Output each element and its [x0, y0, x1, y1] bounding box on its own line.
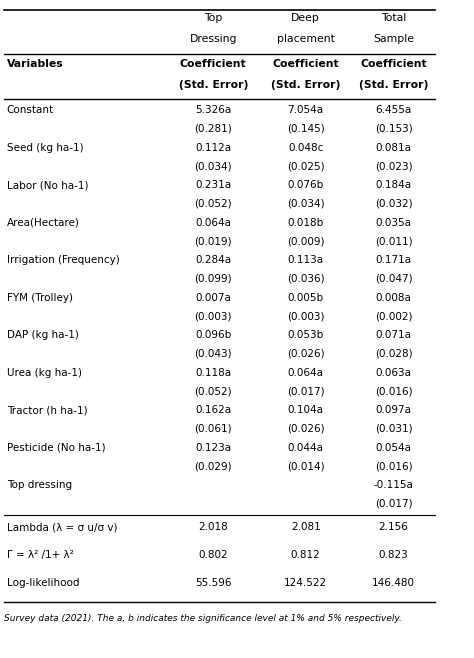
- Text: Pesticide (No ha-1): Pesticide (No ha-1): [7, 443, 105, 453]
- Text: 0.284a: 0.284a: [195, 255, 231, 265]
- Text: (0.016): (0.016): [375, 386, 412, 396]
- Text: (0.031): (0.031): [375, 424, 412, 434]
- Text: (0.153): (0.153): [375, 124, 412, 134]
- Text: 0.097a: 0.097a: [375, 405, 411, 415]
- Text: 0.005b: 0.005b: [288, 293, 324, 303]
- Text: Coefficient: Coefficient: [180, 59, 246, 69]
- Text: (0.281): (0.281): [194, 124, 232, 134]
- Text: Γ = λ² /1+ λ²: Γ = λ² /1+ λ²: [7, 550, 73, 560]
- Text: 6.455a: 6.455a: [375, 105, 412, 115]
- Text: Top dressing: Top dressing: [7, 480, 72, 490]
- Text: 0.123a: 0.123a: [195, 443, 231, 453]
- Text: 0.112a: 0.112a: [195, 143, 231, 153]
- Text: 0.118a: 0.118a: [195, 368, 231, 378]
- Text: 0.064a: 0.064a: [288, 368, 324, 378]
- Text: 7.054a: 7.054a: [288, 105, 324, 115]
- Text: 0.044a: 0.044a: [288, 443, 324, 453]
- Text: Deep: Deep: [291, 13, 320, 23]
- Text: (0.026): (0.026): [287, 424, 325, 434]
- Text: 0.812: 0.812: [291, 550, 320, 560]
- Text: 0.081a: 0.081a: [375, 143, 411, 153]
- Text: 0.231a: 0.231a: [195, 180, 231, 190]
- Text: (0.028): (0.028): [375, 349, 412, 359]
- Text: (0.099): (0.099): [194, 274, 232, 284]
- Text: 2.018: 2.018: [199, 522, 228, 532]
- Text: 0.007a: 0.007a: [195, 293, 231, 303]
- Text: 0.053b: 0.053b: [288, 330, 324, 340]
- Text: (0.017): (0.017): [375, 499, 412, 509]
- Text: 0.054a: 0.054a: [375, 443, 411, 453]
- Text: (0.052): (0.052): [194, 199, 232, 209]
- Text: (0.032): (0.032): [375, 199, 412, 209]
- Text: (0.011): (0.011): [375, 236, 412, 246]
- Text: Log-likelihood: Log-likelihood: [7, 578, 79, 588]
- Text: Survey data (2021). The a, b indicates the significance level at 1% and 5% respe: Survey data (2021). The a, b indicates t…: [4, 614, 402, 623]
- Text: 0.071a: 0.071a: [375, 330, 411, 340]
- Text: Labor (No ha-1): Labor (No ha-1): [7, 180, 88, 190]
- Text: 55.596: 55.596: [195, 578, 232, 588]
- Text: 0.802: 0.802: [199, 550, 228, 560]
- Text: 5.326a: 5.326a: [195, 105, 231, 115]
- Text: 0.171a: 0.171a: [375, 255, 412, 265]
- Text: Coefficient: Coefficient: [360, 59, 427, 69]
- Text: DAP (kg ha-1): DAP (kg ha-1): [7, 330, 79, 340]
- Text: (0.003): (0.003): [287, 311, 324, 321]
- Text: 0.018b: 0.018b: [288, 218, 324, 228]
- Text: (0.043): (0.043): [194, 349, 232, 359]
- Text: placement: placement: [277, 34, 335, 44]
- Text: 0.008a: 0.008a: [376, 293, 411, 303]
- Text: (0.052): (0.052): [194, 386, 232, 396]
- Text: (Std. Error): (Std. Error): [179, 80, 248, 90]
- Text: (0.145): (0.145): [287, 124, 325, 134]
- Text: 0.162a: 0.162a: [195, 405, 231, 415]
- Text: Lambda (λ = σ u/σ v): Lambda (λ = σ u/σ v): [7, 522, 117, 532]
- Text: (Std. Error): (Std. Error): [359, 80, 428, 90]
- Text: (0.002): (0.002): [375, 311, 412, 321]
- Text: 0.096b: 0.096b: [195, 330, 231, 340]
- Text: Tractor (h ha-1): Tractor (h ha-1): [7, 405, 87, 415]
- Text: (0.017): (0.017): [287, 386, 325, 396]
- Text: 2.156: 2.156: [379, 522, 409, 532]
- Text: 0.064a: 0.064a: [195, 218, 231, 228]
- Text: Seed (kg ha-1): Seed (kg ha-1): [7, 143, 83, 153]
- Text: FYM (Trolley): FYM (Trolley): [7, 293, 73, 303]
- Text: (0.016): (0.016): [375, 461, 412, 471]
- Text: 124.522: 124.522: [284, 578, 327, 588]
- Text: (Std. Error): (Std. Error): [271, 80, 340, 90]
- Text: Sample: Sample: [373, 34, 414, 44]
- Text: 0.076b: 0.076b: [288, 180, 324, 190]
- Text: (0.047): (0.047): [375, 274, 412, 284]
- Text: Total: Total: [381, 13, 406, 23]
- Text: 0.063a: 0.063a: [375, 368, 411, 378]
- Text: 0.048c: 0.048c: [288, 143, 323, 153]
- Text: (0.029): (0.029): [194, 461, 232, 471]
- Text: Irrigation (Frequency): Irrigation (Frequency): [7, 255, 119, 265]
- Text: Top: Top: [204, 13, 222, 23]
- Text: Urea (kg ha-1): Urea (kg ha-1): [7, 368, 82, 378]
- Text: (0.003): (0.003): [194, 311, 232, 321]
- Text: 0.035a: 0.035a: [375, 218, 411, 228]
- Text: 0.184a: 0.184a: [375, 180, 412, 190]
- Text: 146.480: 146.480: [372, 578, 415, 588]
- Text: 2.081: 2.081: [291, 522, 320, 532]
- Text: 0.823: 0.823: [379, 550, 409, 560]
- Text: (0.009): (0.009): [287, 236, 324, 246]
- Text: (0.014): (0.014): [287, 461, 325, 471]
- Text: (0.019): (0.019): [194, 236, 232, 246]
- Text: (0.026): (0.026): [287, 349, 325, 359]
- Text: (0.061): (0.061): [194, 424, 232, 434]
- Text: (0.034): (0.034): [194, 161, 232, 171]
- Text: 0.104a: 0.104a: [288, 405, 324, 415]
- Text: (0.025): (0.025): [287, 161, 325, 171]
- Text: -0.115a: -0.115a: [374, 480, 413, 490]
- Text: (0.034): (0.034): [287, 199, 325, 209]
- Text: Constant: Constant: [7, 105, 54, 115]
- Text: Variables: Variables: [7, 59, 63, 69]
- Text: 0.113a: 0.113a: [288, 255, 324, 265]
- Text: Dressing: Dressing: [190, 34, 237, 44]
- Text: (0.036): (0.036): [287, 274, 325, 284]
- Text: Area(Hectare): Area(Hectare): [7, 218, 80, 228]
- Text: (0.023): (0.023): [375, 161, 412, 171]
- Text: Coefficient: Coefficient: [273, 59, 339, 69]
